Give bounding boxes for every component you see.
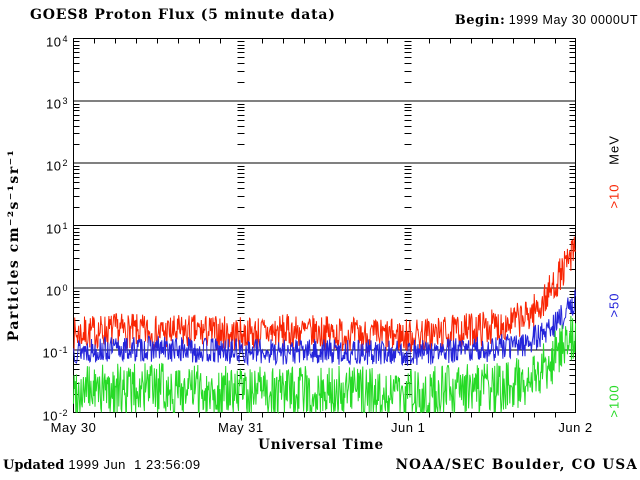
y-tick-label: 101 bbox=[46, 220, 68, 236]
begin-timestamp: Begin: 1999 May 30 0000UT bbox=[455, 13, 638, 28]
y-tick-label: 102 bbox=[46, 158, 68, 174]
series-gt100 bbox=[73, 315, 576, 415]
legend-item-gt100: >100 bbox=[606, 384, 622, 418]
legend-unit-label: MeV bbox=[606, 135, 622, 165]
begin-label: Begin: bbox=[454, 13, 506, 28]
y-axis-label: Particles cm⁻²s⁻¹sr⁻¹ bbox=[6, 148, 22, 342]
x-axis-label: Universal Time bbox=[258, 437, 384, 453]
y-tick-label: 103 bbox=[46, 95, 68, 112]
legend-item-gt10: >10 bbox=[606, 183, 622, 209]
x-tick-label: Jun 1 bbox=[391, 420, 426, 435]
noaa-credit: NOAA/SEC Boulder, CO USA bbox=[395, 457, 638, 473]
y-tick-label: 104 bbox=[46, 33, 68, 49]
x-tick-label: May 30 bbox=[50, 420, 97, 435]
legend-item-gt50: >50 bbox=[606, 292, 622, 318]
updated-label: Updated bbox=[3, 458, 65, 473]
series-gt50 bbox=[73, 289, 576, 367]
series-gt10 bbox=[73, 236, 576, 353]
updated-timestamp: Updated 1999 Jun 1 23:56:09 bbox=[3, 457, 201, 473]
updated-value: 1999 Jun 1 23:56:09 bbox=[64, 457, 201, 472]
y-tick-label: 100 bbox=[46, 282, 68, 299]
chart-title: GOES8 Proton Flux (5 minute data) bbox=[30, 7, 336, 23]
begin-value: 1999 May 30 0000UT bbox=[508, 13, 638, 27]
y-tick-label: 10-1 bbox=[42, 345, 68, 361]
x-tick-label: Jun 2 bbox=[558, 420, 593, 435]
x-tick-label: May 31 bbox=[218, 420, 264, 435]
y-tick-label: 10-2 bbox=[42, 407, 68, 423]
